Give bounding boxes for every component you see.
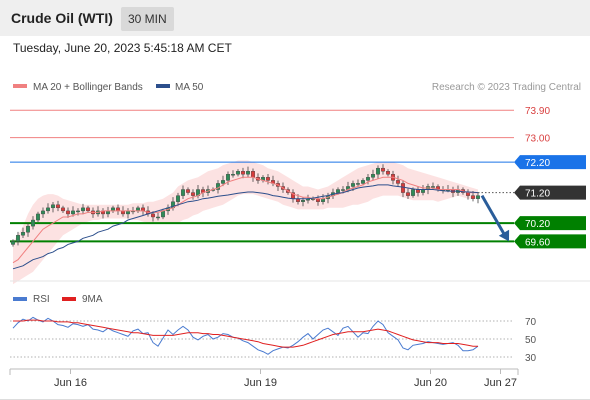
- candle-body: [336, 189, 340, 193]
- candle-body: [56, 204, 60, 209]
- candle-body: [36, 213, 40, 221]
- candle-body: [46, 207, 50, 212]
- rsi-ma9-line: [13, 319, 478, 348]
- candle-body: [26, 225, 30, 233]
- candle-body: [156, 216, 160, 219]
- rsi-level-label: 50: [525, 335, 537, 346]
- main-legend: MA 20 + Bollinger Bands MA 50: [13, 82, 204, 93]
- legend-label-9ma: 9MA: [82, 294, 103, 305]
- candle-body: [161, 210, 165, 218]
- bollinger-band: [13, 160, 478, 285]
- legend-swatch-9ma: [62, 297, 76, 301]
- candle-body: [251, 171, 255, 178]
- candle-body: [51, 204, 55, 209]
- candle-body: [376, 167, 380, 175]
- price-tag-support: [514, 216, 586, 231]
- instrument-title: Crude Oil (WTI): [11, 10, 113, 26]
- forecast-arrow: [480, 194, 510, 242]
- price-tag-label: 70.20: [525, 219, 550, 230]
- forecast-arrow-shaft: [480, 194, 508, 239]
- legend-swatch-ma50: [156, 84, 170, 88]
- candle-body: [246, 171, 250, 175]
- rsi-lines: [12, 316, 479, 355]
- forecast-arrow-head: [498, 229, 510, 242]
- rsi-level-label: 30: [525, 353, 537, 364]
- ma50-line: [12, 184, 479, 270]
- candle-body: [226, 174, 230, 181]
- candle-body: [71, 210, 75, 215]
- candle-body: [86, 207, 90, 212]
- x-axis: Jun 16 Jun 19 Jun 20 Jun 27: [54, 369, 517, 389]
- candle-body: [21, 232, 25, 236]
- candle-body: [301, 200, 305, 202]
- candle-body: [406, 192, 410, 196]
- header-bar: Crude Oil (WTI) 30 MIN: [0, 0, 590, 36]
- candle-body: [41, 210, 45, 215]
- timestamp: Tuesday, June 20, 2023 5:45:18 AM CET: [13, 41, 232, 55]
- candle-body: [61, 207, 65, 212]
- candle-body: [381, 167, 385, 172]
- legend-label-ma50: MA 50: [175, 82, 204, 93]
- price-levels: [10, 109, 514, 243]
- rsi-legend: RSI 9MA: [13, 294, 103, 305]
- price-tag-support: [514, 234, 586, 249]
- candle-body: [231, 174, 235, 176]
- candle-body: [341, 189, 345, 191]
- price-tag-label: 72.20: [525, 158, 550, 169]
- candle-body: [176, 195, 180, 202]
- ma20-line: [12, 176, 478, 264]
- candle-body: [191, 192, 195, 196]
- candle-body: [81, 207, 85, 212]
- candle-body: [76, 210, 80, 213]
- price-tag-label: 69.60: [525, 237, 550, 248]
- price-tag-label: 71.20: [525, 189, 550, 200]
- bollinger-band-area: [13, 160, 478, 285]
- x-tick-label: Jun 16: [54, 377, 87, 389]
- candle-body: [361, 180, 365, 184]
- rsi-grid: 70 50 30: [10, 317, 537, 364]
- candle-body: [16, 235, 20, 242]
- candle-body: [11, 241, 15, 245]
- candle-body: [431, 186, 435, 188]
- legend-label-bollinger: MA 20 + Bollinger Bands: [33, 82, 143, 93]
- rsi-level-label: 70: [525, 317, 537, 328]
- price-tags: 73.90 73.00 72.20 71.20 70.20 69.60: [514, 106, 586, 249]
- moving-averages: [12, 176, 479, 270]
- candle-body: [186, 189, 190, 193]
- candle-body: [476, 195, 480, 199]
- candle-body: [151, 213, 155, 218]
- candle-body: [266, 177, 270, 181]
- candle-body: [396, 180, 400, 184]
- candle-body: [221, 180, 225, 184]
- price-tag-last: [514, 185, 586, 200]
- candle-body: [471, 195, 475, 199]
- candle-body: [181, 189, 185, 196]
- price-label-resistance: 73.90: [525, 106, 550, 117]
- x-tick-label: Jun 20: [414, 377, 447, 389]
- x-tick-label: Jun 19: [244, 377, 277, 389]
- rsi-line: [12, 316, 479, 355]
- candle-body: [236, 171, 240, 175]
- candle-body: [386, 171, 390, 175]
- price-tag-pivot: [514, 155, 586, 170]
- candle-body: [241, 171, 245, 175]
- candle-body: [351, 183, 355, 187]
- legend-label-rsi: RSI: [33, 294, 50, 305]
- timeframe-button[interactable]: 30 MIN: [121, 7, 174, 31]
- candle-body: [411, 189, 415, 196]
- candle-body: [401, 183, 405, 193]
- copyright-text: Research © 2023 Trading Central: [432, 82, 581, 93]
- legend-swatch-bollinger: [13, 84, 27, 88]
- candle-body: [31, 219, 35, 227]
- legend-swatch-rsi: [13, 297, 27, 301]
- candle-body: [66, 210, 70, 215]
- candle-body: [366, 177, 370, 181]
- candle-body: [356, 183, 360, 185]
- price-label-resistance: 73.00: [525, 134, 550, 145]
- x-tick-label: Jun 27: [484, 377, 517, 389]
- candle-body: [371, 174, 375, 178]
